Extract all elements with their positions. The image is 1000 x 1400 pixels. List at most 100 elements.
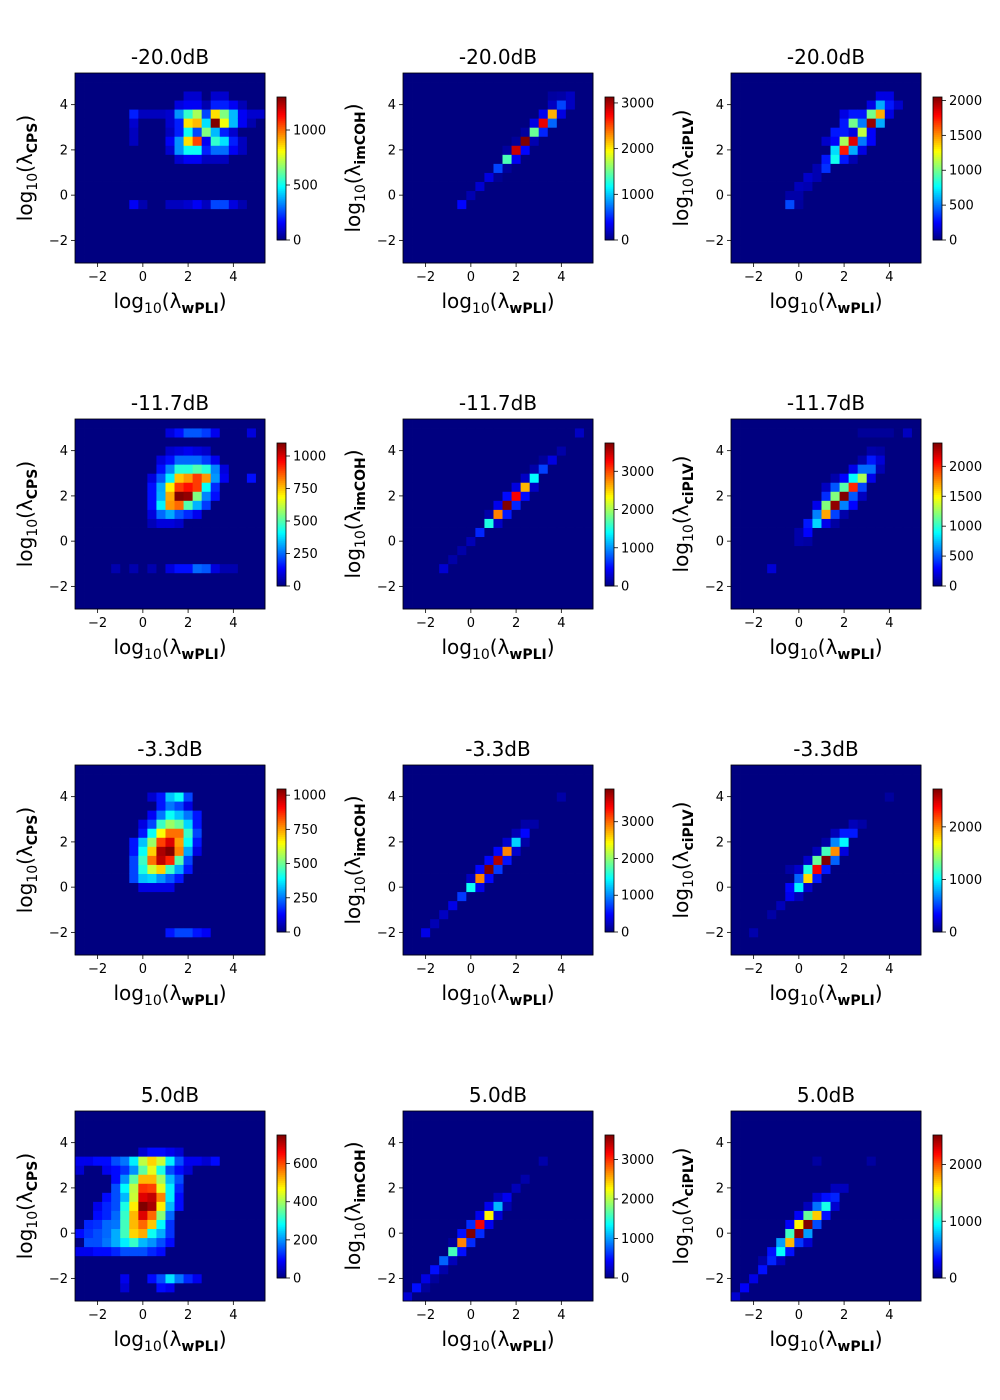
heatmap-cell	[102, 1237, 112, 1248]
heatmap-cell	[430, 437, 440, 447]
heatmap-cell	[129, 500, 139, 510]
heatmap-cell	[147, 419, 157, 429]
heatmap-cell	[403, 774, 413, 784]
heatmap-cell	[84, 765, 94, 775]
heatmap-cell	[237, 527, 248, 538]
heatmap-cell	[439, 801, 449, 811]
heatmap-cell	[911, 190, 922, 201]
heatmap-cell	[246, 527, 257, 538]
heatmap-cell	[201, 172, 212, 182]
heatmap-cell	[538, 235, 549, 246]
heatmap-cell	[511, 446, 522, 456]
heatmap-cell	[102, 190, 112, 201]
heatmap-cell	[174, 437, 184, 447]
heatmap-cell	[767, 136, 777, 146]
heatmap-cell	[529, 864, 540, 874]
heatmap-cell	[219, 127, 230, 137]
colorbar-segment	[605, 224, 614, 227]
heatmap-cell	[165, 491, 175, 501]
heatmap-cell	[830, 509, 840, 519]
heatmap-cell	[84, 1255, 94, 1266]
y-tick-label: 0	[716, 189, 724, 204]
heatmap-cell	[201, 855, 212, 865]
heatmap-cell	[767, 208, 777, 219]
colorbar-segment	[605, 450, 614, 454]
colorbar-segment	[933, 802, 942, 806]
heatmap-cell	[866, 455, 877, 465]
heatmap-cell	[493, 154, 503, 164]
heatmap-cell	[237, 428, 248, 438]
heatmap-cell	[547, 590, 558, 601]
heatmap-panel: −2 0 2 4−2024-11.7dBlog10(λwPLI)log10(λciPL…	[669, 391, 982, 663]
heatmap-cell	[538, 545, 549, 556]
heatmap-cell	[156, 127, 166, 137]
heatmap-cell	[174, 536, 184, 547]
heatmap-cell	[183, 172, 194, 182]
heatmap-cell	[857, 909, 868, 920]
heatmap-cell	[902, 918, 913, 929]
heatmap-cell	[538, 91, 549, 101]
heatmap-cell	[830, 828, 840, 838]
heatmap-cell	[156, 563, 166, 574]
heatmap-cell	[893, 127, 904, 137]
heatmap-cell	[529, 172, 540, 182]
heatmap-cell	[228, 590, 239, 601]
heatmap-cell	[911, 882, 922, 893]
colorbar-segment	[605, 454, 614, 458]
heatmap-cell	[183, 437, 194, 447]
colorbar-segment	[933, 894, 942, 897]
heatmap-cell	[111, 109, 121, 119]
colorbar-segment	[933, 488, 942, 492]
heatmap-cell	[502, 446, 512, 456]
heatmap-cell	[84, 846, 94, 856]
heatmap-cell	[875, 527, 886, 538]
heatmap-cell	[475, 792, 485, 802]
heatmap-cell	[102, 145, 112, 155]
heatmap-cell	[902, 909, 913, 920]
heatmap-cell	[75, 127, 85, 137]
colorbar-segment	[605, 106, 614, 110]
heatmap-cell	[457, 828, 467, 838]
colorbar-segment	[933, 820, 942, 824]
heatmap-cell	[583, 783, 594, 793]
x-axis-label: log10(λwPLI)	[441, 635, 554, 663]
heatmap-cell	[538, 801, 549, 811]
colorbar-tick-label: 250	[293, 891, 318, 906]
heatmap-cell	[138, 864, 148, 874]
heatmap-cell	[466, 864, 476, 874]
heatmap-cell	[857, 118, 868, 128]
colorbar-segment	[605, 542, 614, 545]
heatmap-cell	[201, 599, 212, 610]
heatmap-cell	[565, 918, 576, 929]
heatmap-cell	[93, 446, 103, 456]
heatmap-cell	[556, 945, 567, 956]
heatmap-cell	[547, 482, 558, 492]
colorbar-segment	[933, 164, 942, 167]
heatmap-cell	[785, 882, 795, 893]
heatmap-cell	[129, 428, 139, 438]
heatmap-cell	[192, 181, 203, 192]
heatmap-cell	[421, 864, 431, 874]
heatmap-cell	[830, 145, 840, 155]
heatmap-cell	[785, 100, 795, 110]
heatmap-cell	[93, 163, 103, 173]
heatmap-cell	[246, 599, 257, 610]
heatmap-cell	[749, 428, 759, 438]
heatmap-cell	[457, 190, 467, 201]
heatmap-cell	[75, 500, 85, 510]
heatmap-cell	[731, 554, 741, 565]
heatmap-cell	[111, 801, 121, 811]
heatmap-cell	[875, 765, 886, 775]
heatmap-cell	[201, 118, 212, 128]
heatmap-cell	[821, 127, 831, 137]
heatmap-cell	[785, 945, 795, 956]
heatmap-cell	[731, 100, 741, 110]
heatmap-cell	[237, 244, 248, 255]
heatmap-cell	[839, 428, 850, 438]
heatmap-cell	[201, 181, 212, 192]
heatmap-cell	[893, 109, 904, 119]
heatmap-cell	[255, 518, 266, 528]
heatmap-cell	[731, 563, 741, 574]
heatmap-cell	[884, 864, 895, 874]
